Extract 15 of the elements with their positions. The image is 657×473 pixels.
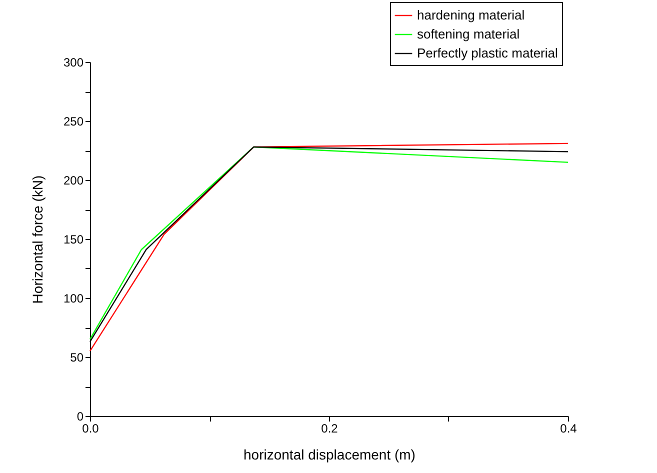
legend-label: softening material bbox=[417, 26, 520, 42]
y-axis-title: Horizontal force (kN) bbox=[29, 175, 46, 304]
x-tick-label: 0.0 bbox=[82, 422, 100, 436]
x-axis-title: horizontal displacement (m) bbox=[244, 446, 416, 462]
y-tick-label: 50 bbox=[70, 350, 84, 364]
y-tick-label: 200 bbox=[63, 174, 84, 188]
y-tick-label: 300 bbox=[63, 56, 84, 70]
y-tick-label: 150 bbox=[63, 232, 84, 246]
y-tick-label: 0 bbox=[76, 410, 84, 424]
x-tick-label: 0.2 bbox=[321, 422, 338, 436]
legend-label: Perfectly plastic material bbox=[417, 46, 558, 60]
y-tick-label: 250 bbox=[63, 114, 84, 128]
x-tick-label: 0.4 bbox=[560, 422, 578, 436]
legend-label: hardening material bbox=[417, 8, 525, 22]
y-tick-label: 100 bbox=[63, 292, 84, 306]
